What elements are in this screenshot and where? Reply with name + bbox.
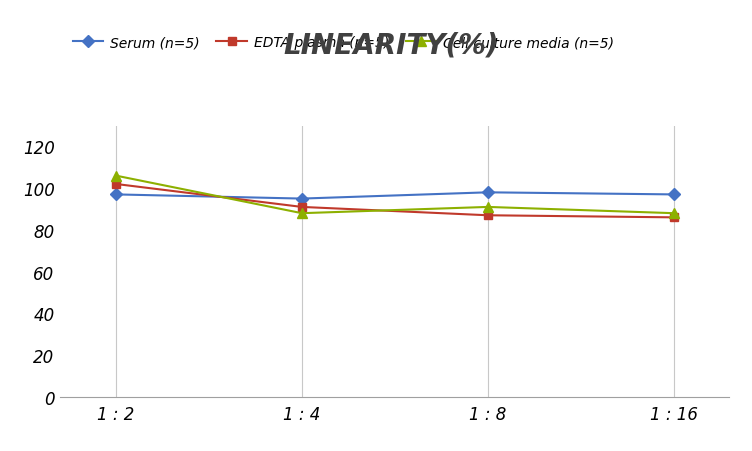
Legend: Serum (n=5), EDTA plasma (n=5), Cell culture media (n=5): Serum (n=5), EDTA plasma (n=5), Cell cul…	[67, 30, 620, 55]
Text: LINEARITY(%): LINEARITY(%)	[284, 31, 499, 59]
